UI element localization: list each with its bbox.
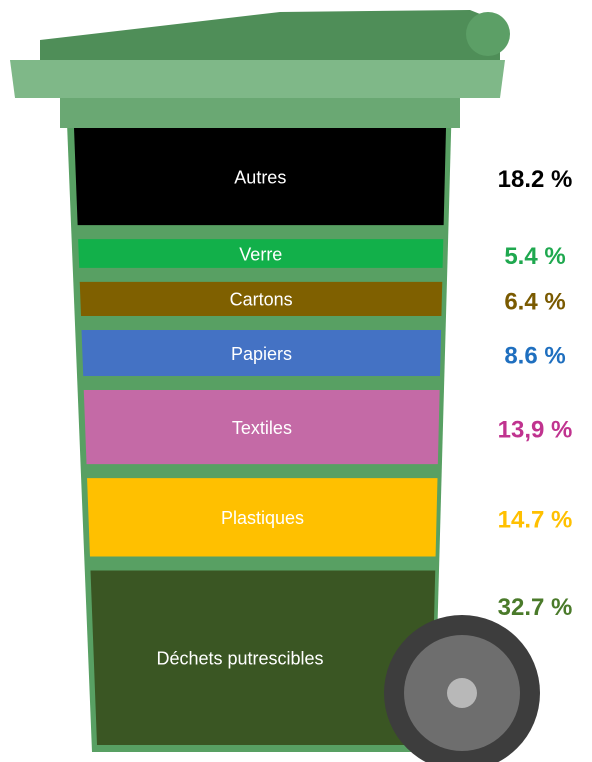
wheel-center <box>447 678 477 708</box>
band-label: Déchets putrescibles <box>156 649 323 669</box>
band-label: Cartons <box>230 290 293 310</box>
lid-back <box>40 10 500 60</box>
value-label: 5.4 % <box>504 243 565 270</box>
value-label: 18.2 % <box>498 166 573 193</box>
band <box>74 128 446 226</box>
value-label: 8.6 % <box>504 342 565 369</box>
band <box>79 281 443 317</box>
value-label: 14.7 % <box>498 507 573 534</box>
band-label: Textiles <box>232 418 292 438</box>
lid-hinge <box>466 12 510 56</box>
band <box>78 239 444 268</box>
band <box>87 478 438 557</box>
lid-front <box>10 60 505 98</box>
band-label: Autres <box>234 167 286 187</box>
band-label: Papiers <box>231 344 292 364</box>
band-label: Plastiques <box>221 508 304 528</box>
bin-rim <box>60 98 460 128</box>
band <box>83 389 440 465</box>
value-label: 13,9 % <box>498 416 573 443</box>
value-label: 32.7 % <box>498 594 573 621</box>
band <box>90 570 436 745</box>
band-label: Verre <box>239 244 282 264</box>
band <box>81 330 442 376</box>
value-label: 6.4 % <box>504 288 565 315</box>
